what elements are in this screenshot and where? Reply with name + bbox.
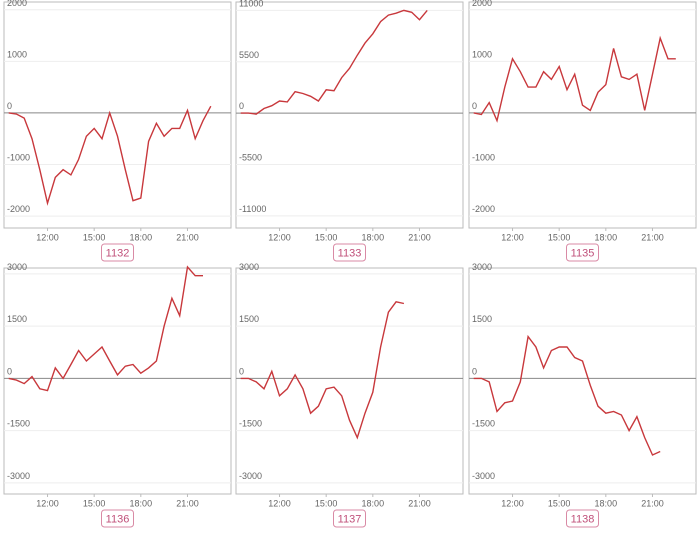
y-tick-label: 0 [7,366,12,376]
y-tick-label: -1500 [472,419,495,429]
y-tick-label: 1000 [7,49,27,59]
x-tick-label: 12:00 [501,498,524,508]
y-tick-label: 1500 [472,314,492,324]
series-line [8,265,203,392]
series-line [240,9,428,115]
chart-button-label: 1137 [338,514,362,526]
chart-button [566,509,599,528]
x-tick-label: 12:00 [36,232,59,242]
series-line [240,301,405,440]
x-tick-label: 18:00 [362,498,385,508]
chart-button-label: 1135 [571,248,595,260]
y-tick-label: 3000 [239,262,259,272]
y-tick-label: -1500 [239,419,262,429]
y-tick-label: -1000 [7,153,30,163]
y-tick-label: 11000 [239,0,263,8]
y-tick-label: 2000 [7,0,27,8]
x-tick-label: 15:00 [548,232,571,242]
plot-frame [3,267,232,495]
y-tick-label: 1000 [472,49,492,59]
x-tick-label: 21:00 [176,498,199,508]
chart-button [333,509,366,528]
x-tick-label: 15:00 [315,498,338,508]
x-tick-label: 12:00 [501,232,524,242]
y-tick-label: 1500 [7,314,27,324]
y-tick-label: 3000 [472,262,492,272]
y-tick-label: 0 [472,101,477,111]
y-tick-label: 5500 [239,50,259,60]
chart-button [101,509,134,528]
x-tick-label: 15:00 [83,232,106,242]
y-tick-label: 2000 [472,0,492,8]
x-tick-label: 18:00 [130,498,153,508]
plot-frame [468,1,697,229]
plot-frame [3,1,232,229]
x-tick-label: 21:00 [641,498,664,508]
chart-button [333,243,366,262]
x-tick-label: 18:00 [595,498,618,508]
x-tick-label: 21:00 [176,232,199,242]
chart-button-label: 1138 [571,514,595,526]
chart-button-label: 1132 [106,248,130,260]
x-tick-label: 12:00 [268,498,291,508]
y-tick-label: -2000 [472,204,495,214]
y-tick-label: 3000 [7,262,27,272]
x-tick-label: 18:00 [130,232,153,242]
x-tick-label: 12:00 [268,232,291,242]
y-tick-label: 1500 [239,314,259,324]
x-tick-label: 18:00 [595,232,618,242]
y-tick-label: 0 [472,366,477,376]
y-tick-label: -3000 [7,471,30,481]
series-line [473,35,676,123]
plot-frame [235,267,464,495]
chart-button-label: 1136 [106,514,130,526]
y-tick-label: -11000 [239,204,266,214]
plot-frame [468,267,697,495]
chart-button-label: 1133 [338,248,362,260]
plot-frame [235,1,464,229]
chart-button [566,243,599,262]
x-tick-label: 21:00 [408,498,431,508]
x-tick-label: 18:00 [362,232,385,242]
y-tick-label: -5500 [239,152,262,162]
y-tick-label: -1000 [472,153,495,163]
y-tick-label: -2000 [7,204,30,214]
x-tick-label: 21:00 [641,232,664,242]
x-tick-label: 15:00 [548,498,571,508]
series-line [473,334,661,456]
x-tick-label: 15:00 [83,498,106,508]
y-tick-label: 0 [239,101,244,111]
x-tick-label: 21:00 [408,232,431,242]
y-tick-label: -1500 [7,419,30,429]
y-tick-label: -3000 [472,471,495,481]
x-tick-label: 15:00 [315,232,338,242]
y-tick-label: -3000 [239,471,262,481]
chart-button [101,243,134,262]
y-tick-label: 0 [239,366,244,376]
series-line [8,105,212,206]
y-tick-label: 0 [7,101,12,111]
x-tick-label: 12:00 [36,498,59,508]
